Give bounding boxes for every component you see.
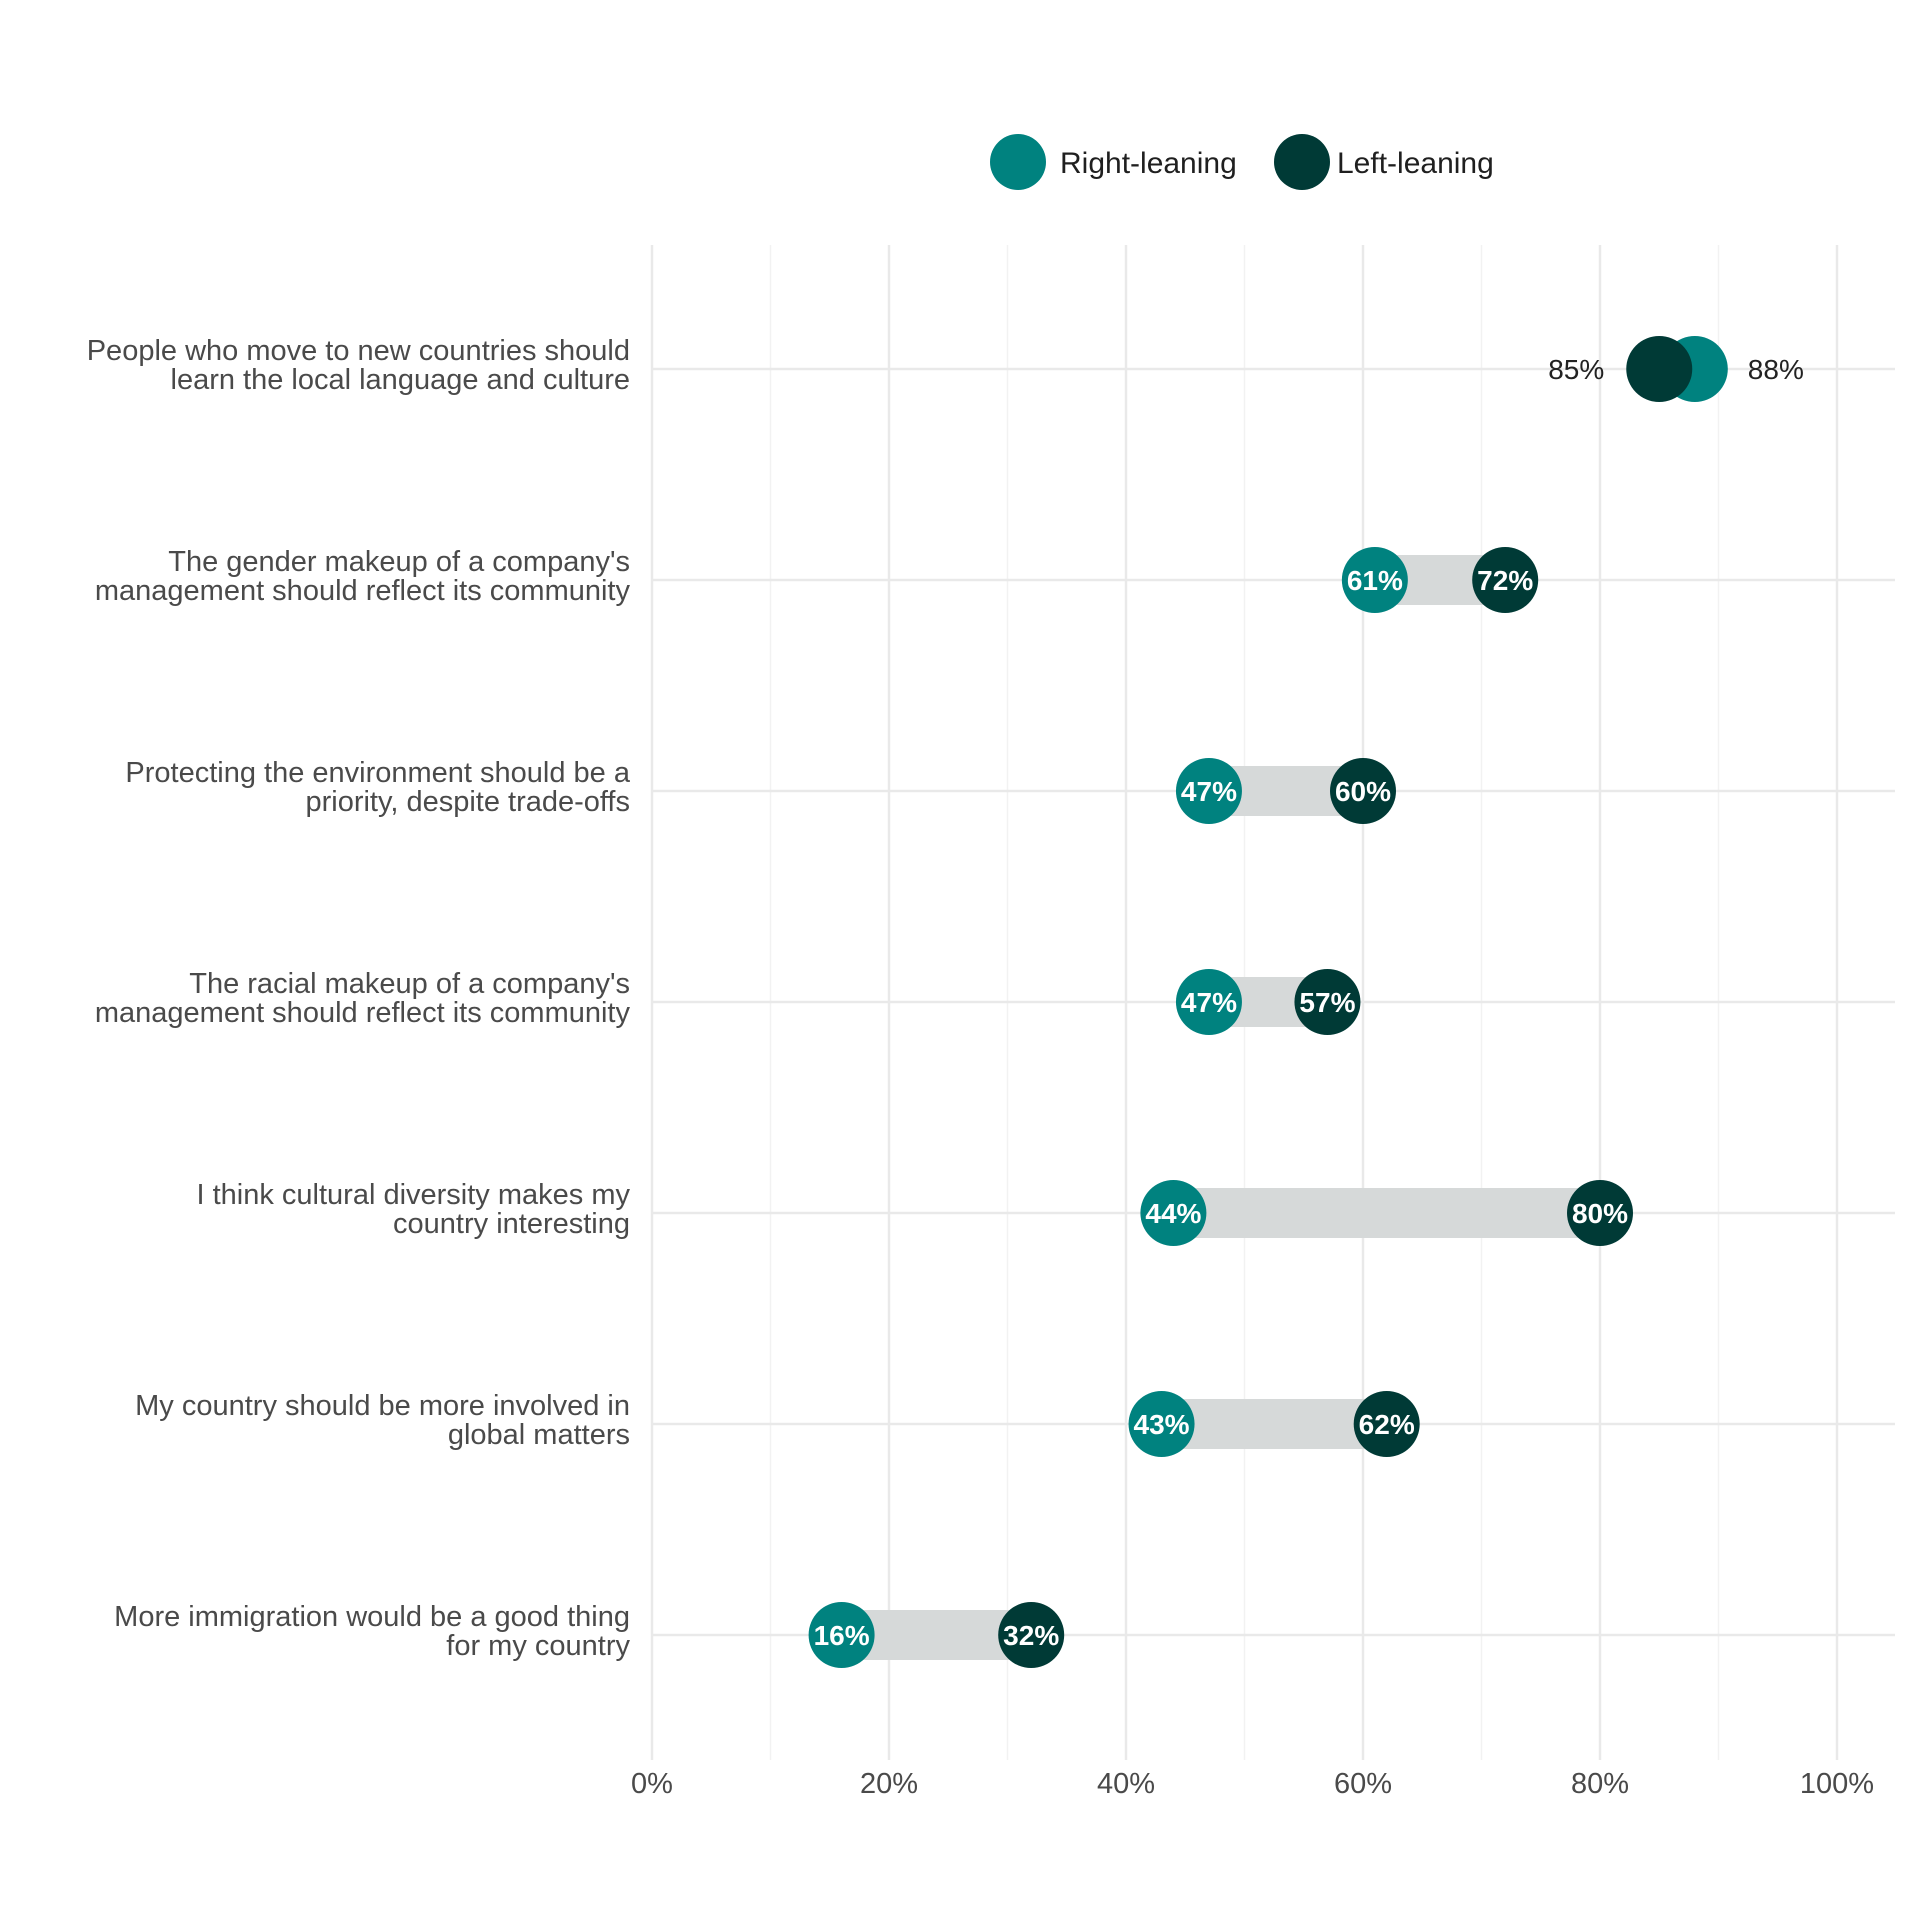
value-label-left-leaning: 57%	[1299, 987, 1355, 1018]
category-label: My country should be more involved in glo…	[135, 1390, 630, 1451]
value-label-right-leaning: 44%	[1145, 1198, 1201, 1229]
x-tick-label: 100%	[1800, 1768, 1874, 1800]
legend-item-left-leaning: Left-leaning	[1274, 134, 1494, 190]
category-label-line: management should reflect its community	[95, 997, 631, 1029]
category-label: The racial makeup of a company's manageme…	[95, 968, 631, 1029]
legend-item-right-leaning: Right-leaning	[990, 134, 1237, 190]
legend: Right-leaning Left-leaning	[990, 134, 1494, 190]
value-label-right-leaning: 88%	[1748, 354, 1804, 385]
x-tick-label: 40%	[1097, 1768, 1155, 1800]
value-label-right-leaning: 47%	[1181, 987, 1237, 1018]
category-label: Protecting the environment should be a pr…	[125, 757, 630, 818]
legend-swatch	[990, 134, 1046, 190]
range-bar	[1162, 1399, 1387, 1449]
dot-left-leaning	[1626, 336, 1692, 402]
category-label: The gender makeup of a company's manageme…	[95, 546, 631, 607]
value-label-right-leaning: 43%	[1134, 1409, 1190, 1440]
category-label-line: I think cultural diversity makes my	[196, 1179, 630, 1211]
value-label-left-leaning: 80%	[1572, 1198, 1628, 1229]
value-label-left-leaning: 60%	[1335, 776, 1391, 807]
category-label-line: Protecting the environment should be a	[125, 757, 630, 789]
category-label-line: priority, despite trade-offs	[305, 786, 630, 818]
chart-row: More immigration would be a good thing fo…	[114, 1601, 1064, 1668]
category-label: More immigration would be a good thing fo…	[114, 1601, 630, 1662]
x-tick-label: 0%	[631, 1768, 673, 1800]
dumbbell-chart: Right-leaning Left-leaning 0% 20% 40% 60% 80%…	[0, 0, 1920, 1920]
category-label-line: The gender makeup of a company's	[168, 546, 630, 578]
category-label-line: learn the local language and culture	[171, 364, 631, 396]
range-bar	[1173, 1188, 1600, 1238]
category-label: People who move to new countries should l…	[87, 335, 630, 396]
category-label-line: More immigration would be a good thing	[114, 1601, 630, 1633]
x-tick-label: 60%	[1334, 1768, 1392, 1800]
value-label-left-leaning: 62%	[1359, 1409, 1415, 1440]
legend-label: Left-leaning	[1337, 147, 1494, 180]
value-label-left-leaning: 72%	[1477, 565, 1533, 596]
category-label-line: My country should be more involved in	[135, 1390, 630, 1422]
x-tick-label: 20%	[860, 1768, 918, 1800]
category-label-line: People who move to new countries should	[87, 335, 630, 367]
x-tick-label: 80%	[1571, 1768, 1629, 1800]
category-label-line: country interesting	[393, 1208, 630, 1240]
legend-swatch	[1274, 134, 1330, 190]
legend-label: Right-leaning	[1060, 147, 1237, 180]
value-label-right-leaning: 61%	[1347, 565, 1403, 596]
value-label-right-leaning: 16%	[814, 1620, 870, 1651]
value-label-left-leaning: 32%	[1003, 1620, 1059, 1651]
category-label-line: The racial makeup of a company's	[189, 968, 630, 1000]
value-label-left-leaning: 85%	[1548, 354, 1604, 385]
category-label-line: management should reflect its community	[95, 575, 631, 607]
category-label-line: for my country	[446, 1630, 630, 1662]
value-label-right-leaning: 47%	[1181, 776, 1237, 807]
category-label: I think cultural diversity makes my count…	[196, 1179, 630, 1240]
x-axis: 0% 20% 40% 60% 80% 100%	[631, 1768, 1874, 1800]
category-label-line: global matters	[448, 1419, 630, 1451]
